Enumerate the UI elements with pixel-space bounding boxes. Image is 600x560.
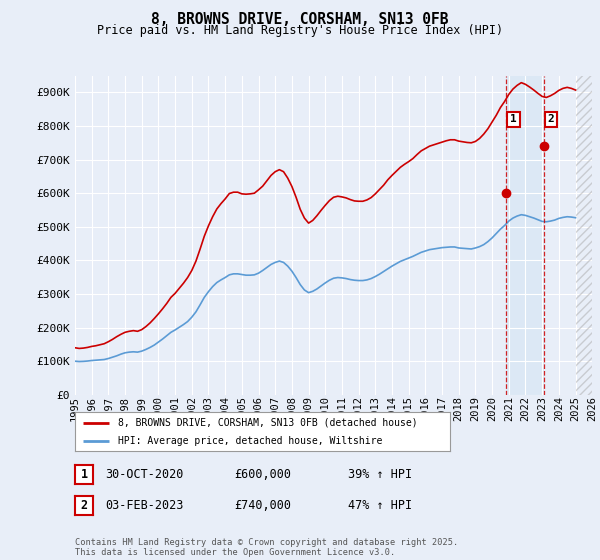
Text: 8, BROWNS DRIVE, CORSHAM, SN13 0FB (detached house): 8, BROWNS DRIVE, CORSHAM, SN13 0FB (deta… <box>118 418 418 428</box>
Text: 1: 1 <box>510 114 517 124</box>
Text: 30-OCT-2020: 30-OCT-2020 <box>105 468 184 482</box>
Text: 1: 1 <box>80 468 88 482</box>
Text: £600,000: £600,000 <box>234 468 291 482</box>
Text: 8, BROWNS DRIVE, CORSHAM, SN13 0FB: 8, BROWNS DRIVE, CORSHAM, SN13 0FB <box>151 12 449 27</box>
Text: HPI: Average price, detached house, Wiltshire: HPI: Average price, detached house, Wilt… <box>118 436 383 446</box>
Text: 03-FEB-2023: 03-FEB-2023 <box>105 499 184 512</box>
Text: 2: 2 <box>80 499 88 512</box>
Text: Contains HM Land Registry data © Crown copyright and database right 2025.
This d: Contains HM Land Registry data © Crown c… <box>75 538 458 557</box>
Bar <box>575 76 592 395</box>
Text: 47% ↑ HPI: 47% ↑ HPI <box>348 499 412 512</box>
Text: £740,000: £740,000 <box>234 499 291 512</box>
Text: 39% ↑ HPI: 39% ↑ HPI <box>348 468 412 482</box>
Text: Price paid vs. HM Land Registry's House Price Index (HPI): Price paid vs. HM Land Registry's House … <box>97 24 503 36</box>
Bar <box>575 76 592 395</box>
Text: 2: 2 <box>548 114 554 124</box>
Bar <box>506 76 544 395</box>
